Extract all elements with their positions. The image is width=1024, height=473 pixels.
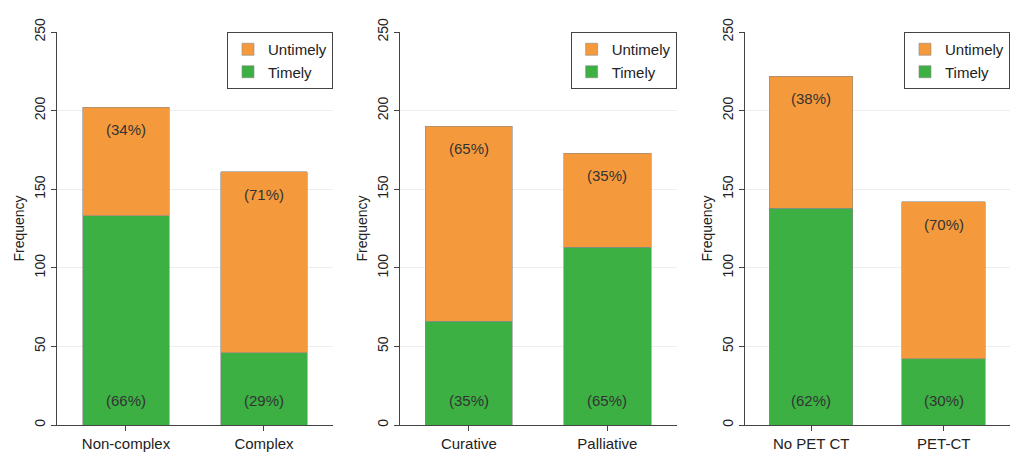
svg-text:(30%): (30%) bbox=[924, 392, 964, 409]
svg-text:PET-CT: PET-CT bbox=[917, 435, 970, 452]
svg-text:(34%): (34%) bbox=[106, 121, 146, 138]
svg-text:100: 100 bbox=[32, 254, 48, 278]
svg-text:Complex: Complex bbox=[234, 435, 294, 452]
svg-text:(35%): (35%) bbox=[587, 167, 627, 184]
svg-text:(71%): (71%) bbox=[244, 186, 284, 203]
svg-text:(65%): (65%) bbox=[449, 140, 489, 157]
svg-text:0: 0 bbox=[32, 419, 48, 427]
svg-text:(29%): (29%) bbox=[244, 392, 284, 409]
svg-text:(35%): (35%) bbox=[449, 392, 489, 409]
svg-text:250: 250 bbox=[32, 18, 48, 42]
svg-text:200: 200 bbox=[32, 97, 48, 121]
svg-text:Timely: Timely bbox=[268, 64, 312, 81]
svg-text:Non-complex: Non-complex bbox=[82, 435, 171, 452]
svg-text:Curative: Curative bbox=[441, 435, 497, 452]
svg-text:200: 200 bbox=[375, 97, 391, 121]
svg-text:50: 50 bbox=[375, 336, 391, 352]
svg-text:250: 250 bbox=[720, 18, 736, 42]
svg-text:Palliative: Palliative bbox=[577, 435, 637, 452]
svg-text:Timely: Timely bbox=[612, 64, 656, 81]
svg-text:0: 0 bbox=[375, 419, 391, 427]
svg-text:(62%): (62%) bbox=[791, 392, 831, 409]
svg-text:Untimely: Untimely bbox=[612, 41, 671, 58]
svg-text:Untimely: Untimely bbox=[945, 41, 1004, 58]
svg-text:(65%): (65%) bbox=[587, 392, 627, 409]
svg-text:(70%): (70%) bbox=[924, 216, 964, 233]
svg-text:150: 150 bbox=[375, 175, 391, 199]
svg-text:Frequency: Frequency bbox=[11, 195, 27, 261]
svg-text:100: 100 bbox=[720, 254, 736, 278]
svg-text:Frequency: Frequency bbox=[354, 195, 370, 261]
svg-text:100: 100 bbox=[375, 254, 391, 278]
svg-text:250: 250 bbox=[375, 18, 391, 42]
svg-text:0: 0 bbox=[720, 419, 736, 427]
svg-text:(38%): (38%) bbox=[791, 90, 831, 107]
svg-text:No PET CT: No PET CT bbox=[773, 435, 849, 452]
svg-text:Untimely: Untimely bbox=[268, 41, 327, 58]
svg-text:200: 200 bbox=[720, 97, 736, 121]
svg-text:150: 150 bbox=[32, 175, 48, 199]
svg-text:50: 50 bbox=[32, 336, 48, 352]
svg-text:Timely: Timely bbox=[945, 64, 989, 81]
svg-text:150: 150 bbox=[720, 175, 736, 199]
svg-text:(66%): (66%) bbox=[106, 392, 146, 409]
svg-text:50: 50 bbox=[720, 336, 736, 352]
svg-text:Frequency: Frequency bbox=[699, 195, 715, 261]
